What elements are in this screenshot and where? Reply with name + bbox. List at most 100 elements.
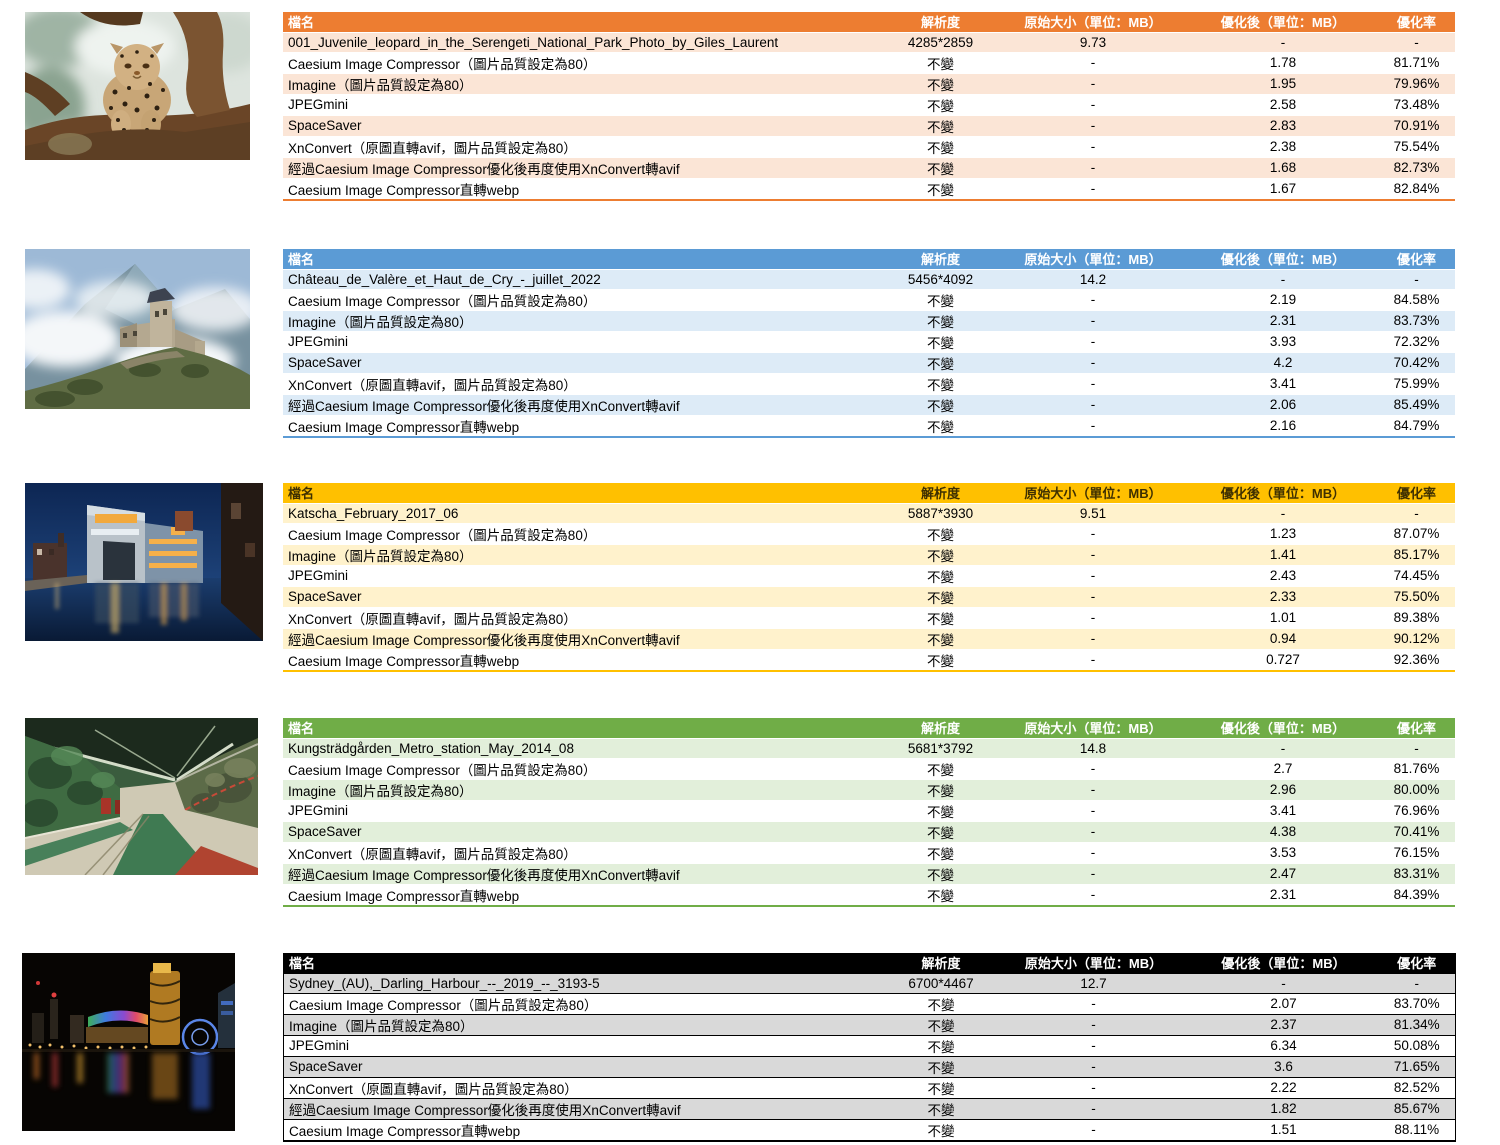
cell-resolution: 不變	[883, 1118, 999, 1141]
cell-filename: Caesium Image Compressor（圖片品質設定為80）	[283, 992, 884, 1014]
cell-optimized-size: 0.727	[1188, 648, 1378, 671]
column-header-filename: 檔名	[283, 953, 884, 973]
cell-optimization-rate: 84.39%	[1378, 883, 1455, 906]
table-row: Caesium Image Compressor直轉webp 不變 -1.51 88.…	[283, 1118, 1456, 1141]
cell-filename: Caesium Image Compressor（圖片品質設定為80）	[283, 522, 883, 544]
cell-original-size: -	[998, 1055, 1189, 1077]
table-row: 經過Caesium Image Compressor優化後再度使用XnConve…	[283, 1097, 1456, 1119]
cell-original-size: -	[998, 51, 1188, 73]
cell-original-size: -	[998, 820, 1188, 842]
cell-optimization-rate: -	[1378, 31, 1455, 52]
cell-filename: Kungsträdgården_Metro_station_May_2014_0…	[283, 737, 883, 758]
cell-optimization-rate: 87.07%	[1378, 522, 1455, 544]
cell-filename: 經過Caesium Image Compressor優化後再度使用XnConve…	[283, 1097, 884, 1119]
table-row: Caesium Image Compressor直轉webp 不變 -0.727 92…	[283, 648, 1455, 671]
cell-optimization-rate: -	[1378, 972, 1456, 993]
cell-optimized-size: 4.38	[1188, 820, 1378, 842]
cell-optimization-rate: 72.32%	[1378, 330, 1455, 352]
table-row: JPEGmini 不變 -3.93 72.32%	[283, 330, 1455, 352]
table-row: Imagine（圖片品質設定為80） 不變 -1.41 85.17%	[283, 543, 1455, 565]
castle-photo-art	[25, 249, 250, 409]
cell-original-size: -	[998, 1034, 1189, 1056]
cell-resolution: 不變	[883, 393, 998, 415]
cell-optimized-size: -	[1188, 972, 1379, 993]
cell-optimized-size: 1.78	[1188, 51, 1378, 73]
cell-filename: Caesium Image Compressor直轉webp	[283, 1118, 884, 1141]
cell-filename: Château_de_Valère_et_Haut_de_Cry_-_juill…	[283, 268, 883, 289]
column-header-resolution: 解析度	[883, 483, 998, 503]
cell-filename: 經過Caesium Image Compressor優化後再度使用XnConve…	[283, 627, 883, 649]
cell-optimized-size: 2.38	[1188, 135, 1378, 157]
cell-filename: Caesium Image Compressor直轉webp	[283, 883, 883, 906]
column-header-optimization-rate: 優化率	[1378, 249, 1455, 269]
cell-original-size: -	[998, 156, 1188, 178]
cell-resolution: 不變	[883, 757, 998, 779]
cell-optimized-size: 2.31	[1188, 309, 1378, 331]
cell-resolution: 不變	[883, 585, 998, 607]
column-header-filename: 檔名	[283, 12, 883, 32]
table-row: 001_Juvenile_leopard_in_the_Serengeti_Na…	[283, 31, 1455, 52]
cell-resolution: 不變	[883, 820, 998, 842]
cell-original-size: -	[998, 288, 1188, 310]
column-header-optimized-size: 優化後（單位：MB）	[1188, 718, 1378, 738]
leopard-in-tree-photo	[25, 12, 250, 160]
column-header-optimized-size: 優化後（單位：MB）	[1188, 953, 1379, 973]
table-row: 經過Caesium Image Compressor優化後再度使用XnConve…	[283, 393, 1455, 415]
table-row: XnConvert（原圖直轉avif，圖片品質設定為80） 不變 -1.01 89.3…	[283, 606, 1455, 628]
cell-optimization-rate: 85.49%	[1378, 393, 1455, 415]
cell-resolution: 5456*4092	[883, 268, 998, 289]
cell-filename: SpaceSaver	[283, 351, 883, 373]
cell-filename: 經過Caesium Image Compressor優化後再度使用XnConve…	[283, 393, 883, 415]
cell-optimization-rate: 81.76%	[1378, 757, 1455, 779]
cell-resolution: 不變	[883, 330, 998, 352]
column-header-original-size: 原始大小（單位：MB）	[998, 718, 1188, 738]
cell-original-size: -	[998, 1097, 1189, 1119]
cell-optimization-rate: 75.50%	[1378, 585, 1455, 607]
column-header-filename: 檔名	[283, 249, 883, 269]
cell-original-size: -	[998, 606, 1188, 628]
cell-filename: JPEGmini	[283, 93, 883, 115]
table-row: Caesium Image Compressor直轉webp 不變 -2.16 84.…	[283, 414, 1455, 437]
column-header-resolution: 解析度	[883, 249, 998, 269]
cell-filename: SpaceSaver	[283, 1055, 884, 1077]
cell-resolution: 不變	[883, 414, 998, 437]
cell-optimized-size: 1.23	[1188, 522, 1378, 544]
cell-original-size: -	[998, 1013, 1189, 1035]
cell-optimized-size: 2.96	[1188, 778, 1378, 800]
table-row: SpaceSaver 不變 -3.6 71.65%	[283, 1055, 1456, 1077]
cell-optimized-size: 3.6	[1188, 1055, 1379, 1077]
cell-resolution: 5887*3930	[883, 502, 998, 523]
table-row: Caesium Image Compressor（圖片品質設定為80） 不變 -2.…	[283, 757, 1455, 779]
cell-resolution: 不變	[883, 841, 998, 863]
cell-original-size: -	[998, 414, 1188, 437]
cell-optimized-size: 1.51	[1188, 1118, 1379, 1141]
column-header-original-size: 原始大小（單位：MB）	[998, 953, 1189, 973]
cell-original-size: -	[998, 799, 1188, 821]
cell-optimization-rate: 81.71%	[1378, 51, 1455, 73]
cell-optimized-size: 1.68	[1188, 156, 1378, 178]
cell-original-size: -	[998, 1118, 1189, 1141]
cell-filename: Sydney_(AU),_Darling_Harbour_--_2019_--_…	[283, 972, 884, 993]
cell-optimization-rate: 73.48%	[1378, 93, 1455, 115]
cell-original-size: -	[998, 627, 1188, 649]
cell-resolution: 不變	[883, 1034, 999, 1056]
cell-resolution: 不變	[883, 627, 998, 649]
header-row: 檔名 解析度 原始大小（單位：MB） 優化後（單位：MB） 優化率	[283, 718, 1455, 738]
cell-resolution: 不變	[883, 1055, 999, 1077]
table-row: JPEGmini 不變 -6.34 50.08%	[283, 1034, 1456, 1056]
table-row: 經過Caesium Image Compressor優化後再度使用XnConve…	[283, 627, 1455, 649]
green-metro-station-photo	[25, 718, 258, 875]
cell-filename: Caesium Image Compressor直轉webp	[283, 648, 883, 671]
cell-original-size: 9.73	[998, 31, 1188, 52]
table-row: JPEGmini 不變 -2.43 74.45%	[283, 564, 1455, 586]
table-row: 經過Caesium Image Compressor優化後再度使用XnConve…	[283, 862, 1455, 884]
cell-optimized-size: -	[1188, 737, 1378, 758]
cell-optimization-rate: 50.08%	[1378, 1034, 1456, 1056]
cell-original-size: -	[998, 883, 1188, 906]
cell-optimization-rate: 83.31%	[1378, 862, 1455, 884]
table-row: Caesium Image Compressor（圖片品質設定為80） 不變 -2.…	[283, 992, 1456, 1014]
column-header-filename: 檔名	[283, 718, 883, 738]
table-row: Kungsträdgården_Metro_station_May_2014_0…	[283, 737, 1455, 758]
cell-resolution: 不變	[883, 648, 998, 671]
cell-filename: Caesium Image Compressor（圖片品質設定為80）	[283, 51, 883, 73]
